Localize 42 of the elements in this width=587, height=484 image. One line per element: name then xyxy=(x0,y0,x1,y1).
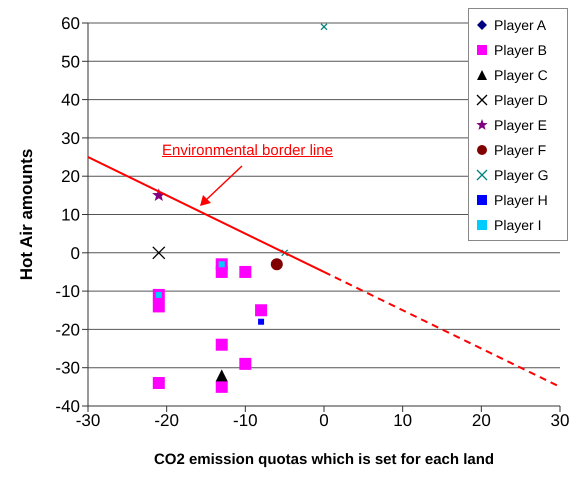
y-axis-title: Hot Air amounts xyxy=(17,148,36,280)
y-tick-label: 20 xyxy=(61,167,80,186)
point xyxy=(216,266,228,278)
legend-label: Player F xyxy=(494,142,546,158)
point xyxy=(320,23,328,30)
point xyxy=(216,369,228,382)
y-tick-label: 40 xyxy=(61,90,80,110)
legend-label: Player A xyxy=(494,16,546,32)
y-tick-label: 30 xyxy=(61,128,80,148)
point xyxy=(216,380,228,393)
point xyxy=(258,318,264,325)
point xyxy=(239,266,252,278)
y-tick-label: 10 xyxy=(61,206,80,225)
point xyxy=(152,377,165,390)
x-axis-title: CO2 emission quotas which is set for each land xyxy=(154,451,494,468)
x-tick-label: 20 xyxy=(472,411,491,430)
x-tick-label: 10 xyxy=(393,411,412,430)
point xyxy=(281,249,288,256)
legend-label: Player G xyxy=(494,166,548,182)
legend-label: Player H xyxy=(494,192,548,208)
x-tick-label: 30 xyxy=(550,411,570,430)
y-tick-label: -30 xyxy=(55,358,80,378)
legend-label: Player E xyxy=(494,116,547,132)
y-tick-label: -20 xyxy=(55,320,80,340)
y-tick-label: 50 xyxy=(61,52,80,72)
x-tick-label: -20 xyxy=(154,411,179,430)
legend-label: Player B xyxy=(494,42,547,58)
point xyxy=(152,246,166,260)
x-tick-label: -10 xyxy=(233,411,258,430)
y-tick-label: -10 xyxy=(55,282,80,302)
point xyxy=(152,300,165,312)
annotation: Environmental border line xyxy=(158,142,337,159)
legend-label: Player I xyxy=(494,216,542,232)
point xyxy=(270,258,283,270)
legend-label: Player D xyxy=(494,92,548,108)
y-tick-label: 0 xyxy=(70,244,80,263)
x-tick-label: 0 xyxy=(319,411,329,430)
point xyxy=(239,358,252,370)
y-tick-label: 60 xyxy=(61,14,80,34)
legend-label: Player C xyxy=(494,66,548,82)
point xyxy=(255,304,268,316)
point xyxy=(216,338,228,351)
